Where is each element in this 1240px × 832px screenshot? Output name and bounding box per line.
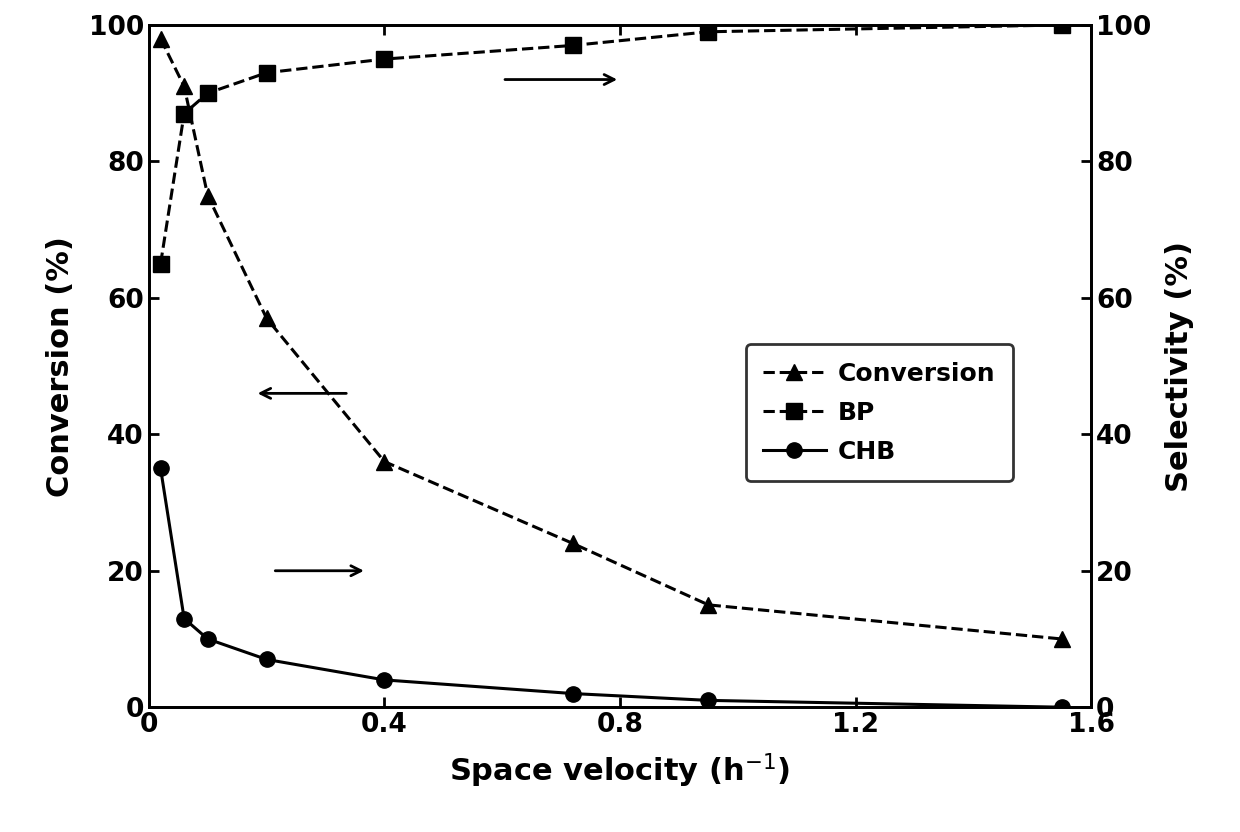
Line: Conversion: Conversion — [153, 31, 1069, 646]
Conversion — [701, 600, 715, 610]
CHB — [200, 634, 216, 644]
CHB — [153, 463, 167, 473]
BP — [259, 67, 274, 77]
Line: CHB: CHB — [153, 461, 1069, 715]
Conversion — [565, 538, 580, 548]
Conversion — [259, 314, 274, 324]
Conversion — [200, 191, 216, 201]
BP — [701, 27, 715, 37]
BP — [153, 259, 167, 269]
BP — [377, 54, 392, 64]
Conversion — [377, 457, 392, 467]
BP — [200, 88, 216, 98]
BP — [565, 41, 580, 51]
Y-axis label: Conversion (%): Conversion (%) — [46, 235, 74, 497]
Conversion — [1054, 634, 1069, 644]
CHB — [701, 696, 715, 706]
X-axis label: Space velocity (h$^{-1}$): Space velocity (h$^{-1}$) — [449, 752, 791, 790]
CHB — [565, 689, 580, 699]
BP — [176, 109, 191, 119]
BP — [1054, 20, 1069, 30]
CHB — [176, 613, 191, 623]
CHB — [259, 655, 274, 665]
CHB — [377, 675, 392, 685]
Y-axis label: Selectivity (%): Selectivity (%) — [1166, 240, 1194, 492]
Conversion — [176, 82, 191, 92]
Legend: Conversion, BP, CHB: Conversion, BP, CHB — [745, 344, 1013, 482]
CHB — [1054, 702, 1069, 712]
Conversion — [153, 33, 167, 43]
Line: BP: BP — [153, 17, 1069, 271]
